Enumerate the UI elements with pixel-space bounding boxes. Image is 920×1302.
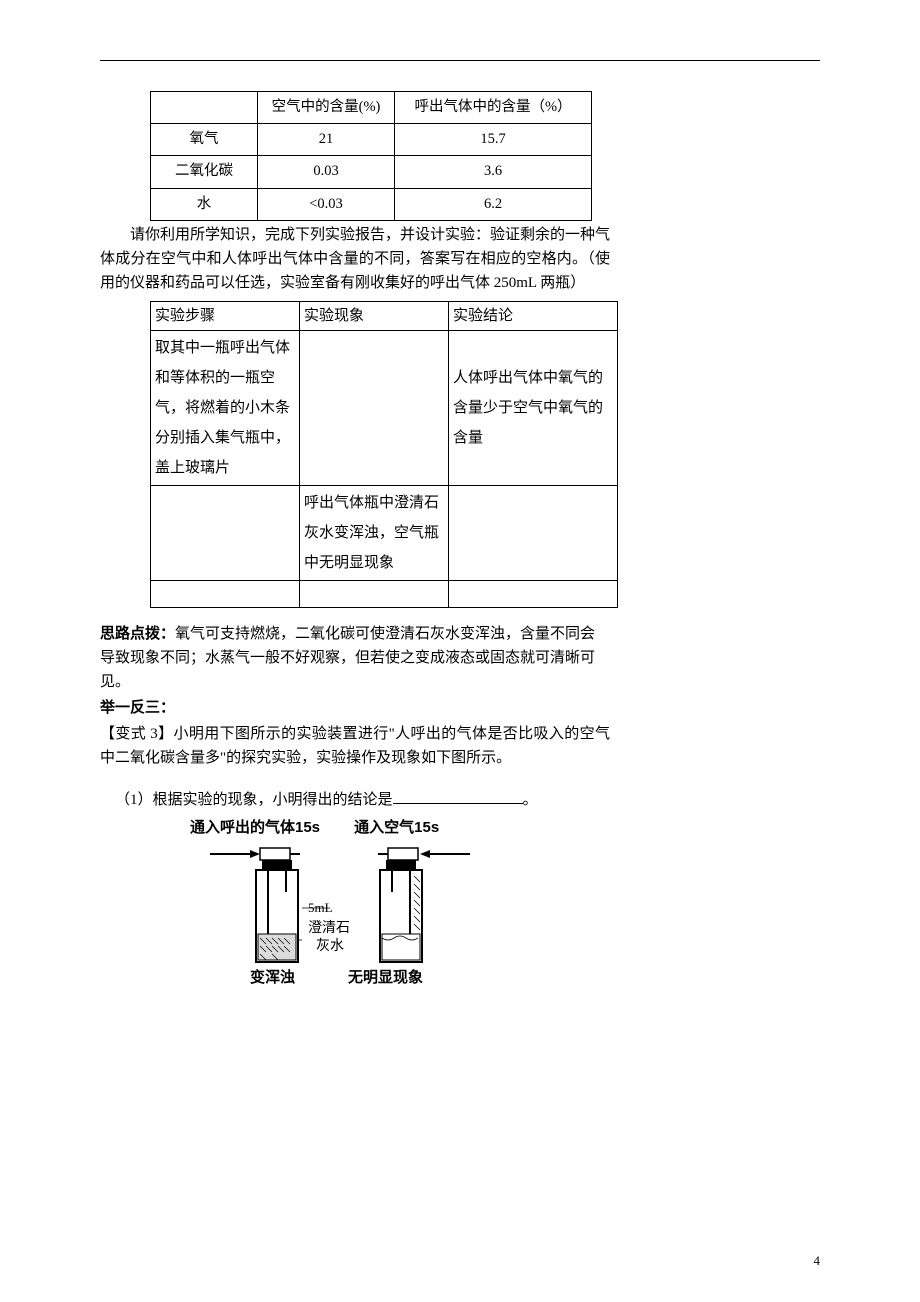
silu-section: 思路点拨：氧气可支持燃烧，二氧化碳可使澄清石灰水变浑浊，含量不同会导致现象不同；…: [100, 622, 610, 694]
table-row: 水 <0.03 6.2: [151, 188, 592, 220]
table-row: 实验步骤 实验现象 实验结论: [151, 301, 618, 330]
page-number: 4: [814, 1251, 821, 1272]
header-step: 实验步骤: [151, 301, 300, 330]
cell-conc: [449, 580, 618, 607]
cell-conc: 人体呼出气体中氧气的含量少于空气中氧气的含量: [449, 330, 618, 485]
header-phen: 实验现象: [300, 301, 449, 330]
juyi-section: 举一反三：: [100, 696, 610, 720]
cell-phen: 呼出气体瓶中澄清石灰水变浑浊，空气瓶中无明显现象: [300, 485, 449, 580]
experiment-diagram: 通入呼出的气体15s 通入空气15s: [190, 816, 820, 1010]
svg-left-result: 变浑浊: [250, 968, 295, 986]
cell: 水: [151, 188, 258, 220]
table-row: 取其中一瓶呼出气体和等体积的一瓶空气，将燃着的小木条分别插入集气瓶中，盖上玻璃片…: [151, 330, 618, 485]
intro-paragraph: 请你利用所学知识，完成下列实验报告，并设计实验：验证剩余的一种气体成分在空气中和…: [100, 223, 610, 295]
cell-step: [151, 580, 300, 607]
q1-suffix: 。: [523, 792, 538, 808]
cell-phen: [300, 580, 449, 607]
svg-limewater-label-2: 灰水: [316, 938, 344, 954]
header-air: 空气中的含量(%): [258, 92, 395, 124]
cell: 21: [258, 124, 395, 156]
composition-table: 空气中的含量(%) 呼出气体中的含量（%） 氧气 21 15.7 二氧化碳 0.…: [150, 91, 592, 221]
experiment-table: 实验步骤 实验现象 实验结论 取其中一瓶呼出气体和等体积的一瓶空气，将燃着的小木…: [150, 301, 618, 608]
bianshi-paragraph: 【变式 3】小明用下图所示的实验装置进行"人呼出的气体是否比吸入的空气中二氧化碳…: [100, 722, 610, 770]
diagram-left-top-label: 通入呼出的气体15s: [190, 816, 350, 840]
cell: <0.03: [258, 188, 395, 220]
cell: 6.2: [395, 188, 592, 220]
cell: 3.6: [395, 156, 592, 188]
svg-right-result: 无明显现象: [347, 968, 423, 986]
table-row: 呼出气体瓶中澄清石灰水变浑浊，空气瓶中无明显现象: [151, 485, 618, 580]
cell: 氧气: [151, 124, 258, 156]
q1-prefix: （1）根据实验的现象，小明得出的结论是: [115, 792, 393, 808]
cell-step: 取其中一瓶呼出气体和等体积的一瓶空气，将燃着的小木条分别插入集气瓶中，盖上玻璃片: [151, 330, 300, 485]
cell: 0.03: [258, 156, 395, 188]
apparatus-svg: 5mL 澄清石 灰水 变浑浊 无明显现象: [190, 842, 490, 1002]
header-conc: 实验结论: [449, 301, 618, 330]
silu-label: 思路点拨：: [100, 626, 175, 642]
diagram-right-top-label: 通入空气15s: [354, 816, 439, 840]
top-rule: [100, 60, 820, 61]
page: 空气中的含量(%) 呼出气体中的含量（%） 氧气 21 15.7 二氧化碳 0.…: [0, 0, 920, 1302]
cell-conc: [449, 485, 618, 580]
header-blank: [151, 92, 258, 124]
table-row: 氧气 21 15.7: [151, 124, 592, 156]
juyi-label: 举一反三：: [100, 700, 175, 716]
diagram-top-labels: 通入呼出的气体15s 通入空气15s: [190, 816, 820, 840]
cell: 15.7: [395, 124, 592, 156]
table-row: 二氧化碳 0.03 3.6: [151, 156, 592, 188]
cell: 二氧化碳: [151, 156, 258, 188]
svg-limewater-label-1: 澄清石: [308, 920, 350, 936]
blank-underline: [393, 803, 523, 804]
table-row: 空气中的含量(%) 呼出气体中的含量（%）: [151, 92, 592, 124]
silu-text: 氧气可支持燃烧，二氧化碳可使澄清石灰水变浑浊，含量不同会导致现象不同；水蒸气一般…: [100, 626, 595, 690]
header-exhale: 呼出气体中的含量（%）: [395, 92, 592, 124]
svg-5ml-label: 5mL: [308, 900, 333, 915]
table-row: [151, 580, 618, 607]
question-1: （1）根据实验的现象，小明得出的结论是 。: [100, 788, 610, 812]
cell-phen: [300, 330, 449, 485]
cell-step: [151, 485, 300, 580]
